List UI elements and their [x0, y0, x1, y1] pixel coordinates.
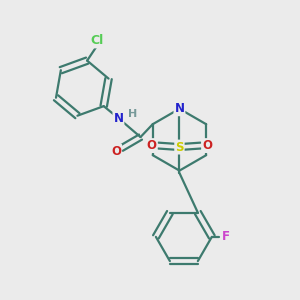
Text: S: S [175, 141, 184, 154]
Text: N: N [174, 102, 184, 115]
Text: H: H [128, 109, 137, 119]
Text: O: O [202, 139, 212, 152]
Text: O: O [111, 145, 121, 158]
Text: F: F [222, 230, 230, 243]
Text: N: N [113, 112, 123, 125]
Text: O: O [147, 139, 157, 152]
Text: Cl: Cl [91, 34, 104, 47]
